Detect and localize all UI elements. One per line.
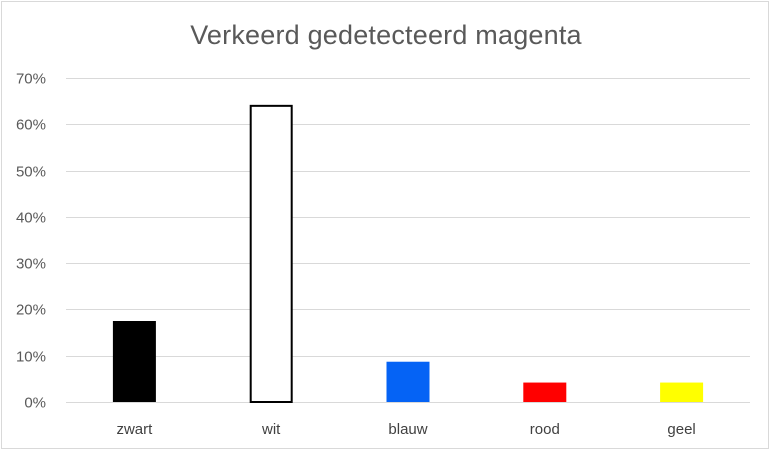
y-tick-label: 10% xyxy=(16,349,46,366)
x-tick-label-blauw: blauw xyxy=(388,421,427,438)
bar-wit xyxy=(249,104,293,404)
y-tick-label: 30% xyxy=(16,256,46,273)
x-tick-label-rood: rood xyxy=(530,421,560,438)
x-tick-label-wit: wit xyxy=(261,421,281,438)
chart-title: Verkeerd gedetecteerd magenta xyxy=(190,20,582,50)
bar-geel xyxy=(660,382,704,402)
y-tick-label: 70% xyxy=(16,71,46,88)
bar-rood xyxy=(523,382,567,402)
x-tick-label-geel: geel xyxy=(667,421,695,438)
x-tick-label-zwart: zwart xyxy=(116,421,153,438)
bar-blauw xyxy=(386,361,430,402)
y-tick-label: 40% xyxy=(16,210,46,227)
y-tick-label: 0% xyxy=(24,395,46,412)
y-tick-label: 50% xyxy=(16,164,46,181)
y-tick-label: 60% xyxy=(16,117,46,134)
bar-zwart xyxy=(112,321,156,402)
y-tick-label: 20% xyxy=(16,302,46,319)
